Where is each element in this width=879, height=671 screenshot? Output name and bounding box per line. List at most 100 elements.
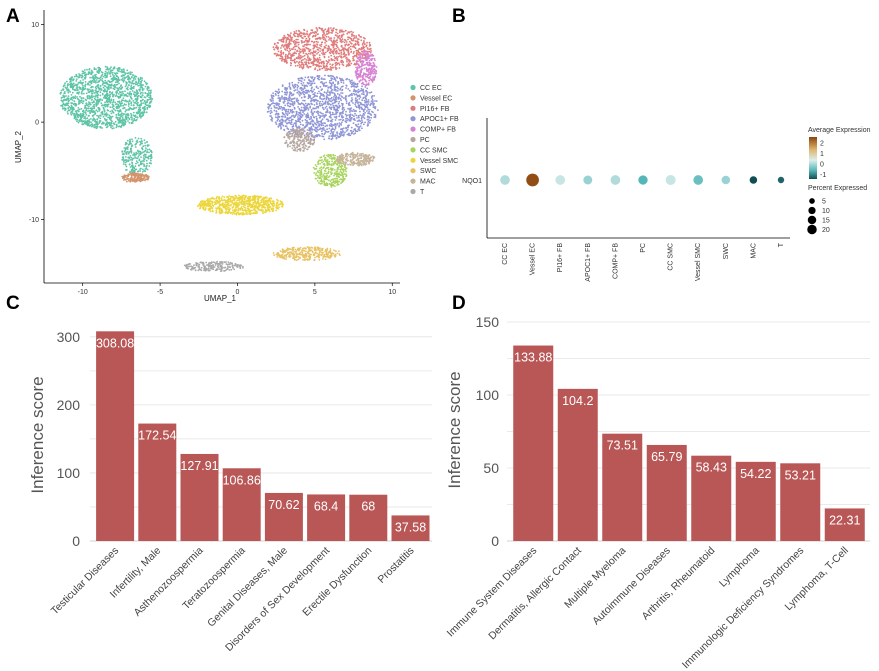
- umap-point: [308, 118, 311, 121]
- umap-point: [142, 84, 145, 86]
- umap-point: [316, 29, 319, 32]
- umap-point: [354, 101, 357, 104]
- umap-point: [293, 134, 296, 136]
- umap-point: [114, 85, 116, 88]
- umap-point: [360, 121, 363, 124]
- umap-point: [361, 85, 363, 88]
- umap-point: [138, 154, 141, 157]
- umap-point: [305, 37, 308, 40]
- umap-point: [366, 41, 368, 44]
- umap-point: [340, 112, 343, 114]
- umap-point: [332, 27, 335, 30]
- umap-cluster-5: [354, 50, 378, 87]
- umap-point: [82, 100, 85, 103]
- umap-point: [67, 107, 70, 110]
- umap-point: [97, 106, 100, 109]
- umap-point: [304, 33, 306, 36]
- umap-point: [347, 36, 349, 39]
- umap-point: [146, 108, 149, 110]
- umap-point: [357, 43, 360, 46]
- umap-point: [290, 64, 292, 67]
- umap-point: [137, 108, 140, 111]
- umap-point: [117, 112, 120, 115]
- umap-point: [305, 61, 308, 64]
- umap-point: [354, 132, 357, 135]
- umap-point: [283, 98, 285, 101]
- umap-point: [113, 66, 115, 69]
- umap-point: [112, 111, 115, 114]
- umap-point: [313, 41, 316, 43]
- umap-point: [98, 109, 101, 111]
- umap-point: [317, 160, 320, 163]
- umap-point: [312, 63, 315, 66]
- umap-point: [140, 152, 143, 155]
- umap-point: [85, 109, 88, 111]
- umap-point: [296, 128, 298, 131]
- umap-point: [95, 79, 98, 81]
- umap-point: [350, 83, 353, 86]
- umap-point: [96, 118, 99, 121]
- umap-point: [350, 85, 353, 88]
- umap-point: [329, 37, 331, 40]
- umap-point: [340, 53, 343, 55]
- umap-point: [335, 52, 338, 55]
- umap-point: [360, 164, 363, 167]
- umap-point: [94, 120, 97, 123]
- umap-point: [313, 104, 316, 106]
- umap-point: [148, 155, 150, 158]
- umap-point: [293, 51, 296, 54]
- umap-point: [323, 129, 326, 132]
- umap-point: [79, 100, 81, 102]
- umap-point: [285, 98, 288, 101]
- umap-point: [333, 128, 336, 131]
- umap-point: [368, 41, 371, 44]
- umap-point: [367, 120, 370, 123]
- umap-point: [135, 106, 138, 109]
- umap-point: [144, 105, 147, 108]
- umap-point: [280, 60, 283, 62]
- umap-point: [339, 170, 342, 173]
- umap-point: [315, 50, 317, 53]
- umap-point: [84, 83, 87, 86]
- umap-point: [108, 121, 111, 124]
- umap-point: [122, 92, 125, 95]
- umap-point: [322, 155, 325, 158]
- umap-point: [342, 53, 345, 56]
- umap-point: [95, 76, 98, 79]
- umap-point: [302, 82, 305, 84]
- umap-point: [98, 77, 101, 80]
- umap-point: [81, 120, 84, 123]
- umap-point: [341, 35, 344, 37]
- umap-point: [338, 93, 341, 96]
- umap-point: [298, 133, 301, 136]
- umap-point: [348, 101, 351, 104]
- umap-point: [279, 51, 282, 54]
- umap-point: [309, 122, 312, 125]
- umap-point: [316, 28, 319, 30]
- umap-point: [285, 59, 288, 62]
- umap-point: [285, 133, 288, 136]
- umap-point: [270, 94, 273, 97]
- umap-point: [361, 108, 364, 111]
- umap-point: [325, 105, 328, 108]
- umap-point: [316, 43, 319, 46]
- umap-point: [70, 97, 73, 99]
- umap-point: [277, 47, 280, 49]
- panel-letter-b: B: [452, 6, 466, 27]
- umap-point: [286, 122, 288, 125]
- umap-point: [149, 96, 152, 99]
- umap-point: [290, 115, 293, 117]
- umap-point: [374, 59, 376, 61]
- umap-point: [368, 79, 371, 82]
- umap-point: [106, 125, 109, 128]
- umap-point: [110, 98, 113, 101]
- umap-point: [368, 112, 371, 115]
- umap-point: [335, 98, 338, 101]
- umap-point: [92, 75, 94, 78]
- umap-point: [304, 108, 307, 110]
- umap-point: [115, 75, 118, 78]
- umap-point: [303, 79, 306, 81]
- umap-point: [323, 84, 325, 86]
- umap-point: [296, 120, 299, 123]
- umap-point: [129, 155, 132, 157]
